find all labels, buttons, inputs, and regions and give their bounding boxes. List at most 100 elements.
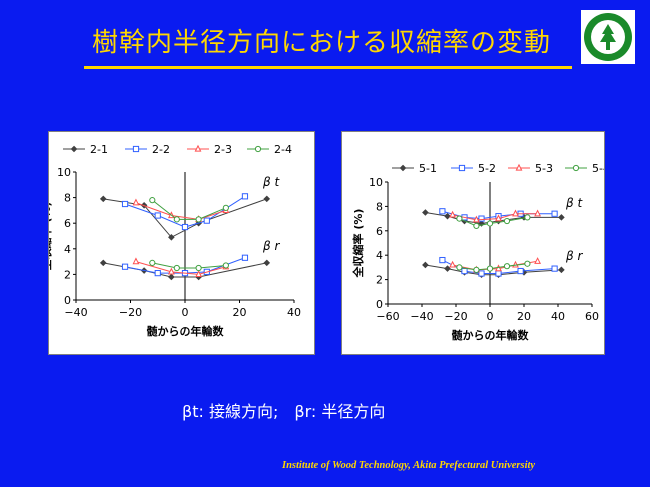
y-tick-label: 10 bbox=[57, 166, 71, 179]
data-point-2-2-bt bbox=[154, 212, 161, 219]
data-point-5-3-br bbox=[534, 257, 542, 264]
data-point-5-3-bt bbox=[512, 209, 519, 217]
data-point-2-3-br bbox=[167, 267, 175, 275]
annotation-beta-r: β r bbox=[262, 239, 280, 253]
x-tick-label: 40 bbox=[551, 310, 565, 323]
data-point-5-4-br bbox=[503, 263, 511, 270]
data-point-2-4-bt bbox=[195, 216, 202, 223]
data-point-2-1-bt bbox=[99, 195, 107, 203]
data-point-5-4-bt bbox=[503, 217, 511, 225]
x-tick-label: 40 bbox=[287, 306, 301, 319]
legend-label-2-1: 2-1 bbox=[90, 143, 108, 156]
data-point-2-4-bt bbox=[222, 204, 229, 211]
x-tick-label: 0 bbox=[487, 310, 494, 323]
data-point-2-4-br bbox=[149, 259, 156, 266]
y-tick-label: 8 bbox=[376, 200, 383, 213]
data-point-5-4-bt bbox=[456, 215, 463, 222]
x-tick-label: −20 bbox=[119, 306, 142, 319]
series-5-4-br bbox=[456, 260, 531, 273]
x-tick-label: 60 bbox=[585, 310, 599, 323]
data-point-5-4-bt bbox=[524, 214, 531, 221]
data-point-2-2-bt bbox=[181, 223, 189, 231]
data-point-2-2-bt bbox=[121, 200, 129, 208]
x-tick-label: 0 bbox=[182, 306, 189, 319]
data-point-5-3-br bbox=[495, 264, 502, 272]
data-point-2-1-br bbox=[99, 259, 107, 267]
legend-marker-5-1 bbox=[399, 164, 407, 172]
data-point-5-2-br bbox=[495, 270, 502, 277]
series-line-2-3-br bbox=[135, 261, 227, 275]
x-tick-label: 20 bbox=[233, 306, 247, 319]
legend-label-2-2: 2-2 bbox=[152, 143, 170, 156]
y-tick-label: 6 bbox=[64, 217, 71, 230]
data-point-5-1-br bbox=[558, 266, 565, 274]
university-logo bbox=[580, 9, 636, 65]
data-point-2-3-br bbox=[132, 257, 140, 265]
chart-shrinkage-5: 5-1 5-2 5-3 5-4 0 2 4 6 8 10 −60 −40 −20 0 20 40 60 髄からの年… bbox=[341, 131, 605, 355]
y-tick-label: 8 bbox=[64, 192, 71, 205]
data-point-5-2-br bbox=[439, 256, 446, 264]
data-point-5-3-bt bbox=[449, 210, 457, 218]
x-tick-label: 20 bbox=[517, 310, 531, 323]
legend-marker-5-4 bbox=[572, 164, 580, 172]
annotation-beta-t: β t bbox=[565, 196, 583, 210]
legend-marker-2-3 bbox=[194, 144, 202, 152]
data-point-5-4-bt bbox=[486, 220, 494, 227]
data-point-2-4-br bbox=[195, 264, 202, 272]
data-point-2-4-br bbox=[173, 264, 180, 272]
annotation-beta-r: β r bbox=[565, 249, 583, 263]
data-point-2-2-bt bbox=[241, 193, 249, 200]
series-5-4-bt bbox=[456, 214, 531, 230]
annotation-beta-t: β t bbox=[262, 175, 280, 189]
y-tick-label: 0 bbox=[64, 294, 71, 307]
series-5-3-bt bbox=[449, 209, 542, 223]
data-point-2-2-bt bbox=[203, 217, 210, 224]
series-line-2-4-bt bbox=[151, 199, 227, 220]
data-point-5-4-br bbox=[456, 264, 463, 271]
x-tick-label: −60 bbox=[376, 310, 399, 323]
legend-label-5-2: 5-2 bbox=[478, 162, 496, 175]
data-point-5-2-br bbox=[461, 267, 468, 275]
data-point-5-3-bt bbox=[472, 215, 480, 223]
y-axis-label: 全収縮率 (%) bbox=[49, 202, 53, 272]
legend-marker-2-2 bbox=[132, 145, 140, 153]
legend-label-5-3: 5-3 bbox=[535, 162, 553, 175]
data-point-5-2-bt bbox=[478, 215, 485, 222]
data-point-5-2-br bbox=[478, 270, 485, 277]
legend-marker-5-2 bbox=[458, 164, 466, 172]
data-point-5-4-br bbox=[473, 266, 480, 273]
data-point-2-4-br bbox=[222, 262, 229, 269]
data-point-2-1-br bbox=[168, 273, 175, 281]
series-2-3-bt bbox=[132, 198, 230, 222]
data-point-5-1-br bbox=[422, 261, 429, 269]
x-tick-label: −20 bbox=[444, 310, 467, 323]
data-point-5-3-br bbox=[449, 260, 457, 268]
legend-marker-5-3 bbox=[515, 163, 523, 171]
data-point-5-1-bt bbox=[422, 209, 429, 216]
data-point-5-1-bt bbox=[444, 212, 451, 220]
data-point-5-3-bt bbox=[534, 209, 542, 217]
data-point-5-4-bt bbox=[473, 222, 480, 230]
legend-marker-2-4 bbox=[254, 145, 262, 153]
data-point-2-3-br bbox=[195, 270, 203, 277]
series-2-4-bt bbox=[149, 197, 229, 223]
data-point-2-2-br bbox=[241, 254, 249, 261]
data-point-5-4-br bbox=[486, 265, 494, 272]
data-point-2-4-bt bbox=[149, 197, 156, 204]
y-tick-label: 2 bbox=[376, 274, 383, 287]
data-point-2-1-bt bbox=[168, 233, 175, 241]
y-tick-label: 10 bbox=[369, 176, 383, 189]
data-point-2-1-br bbox=[263, 259, 271, 267]
legend: 2-1 2-2 2-3 2-4 bbox=[63, 143, 292, 156]
data-point-5-2-bt bbox=[551, 210, 558, 217]
legend: 5-1 5-2 5-3 5-4 bbox=[392, 162, 604, 175]
legend-label-2-3: 2-3 bbox=[214, 143, 232, 156]
caption-legend: βt: 接線方向; βr: 半径方向 bbox=[182, 402, 386, 421]
legend-label-5-4: 5-4 bbox=[592, 162, 604, 175]
x-axis-label: 髄からの年輪数 bbox=[147, 324, 225, 338]
chart-svg-2: 2-1 2-2 2-3 2-4 0 2 4 6 8 10 −40 −20 0 20 40 髄からの年輪数 全収縮… bbox=[49, 143, 301, 338]
data-point-2-1-bt bbox=[263, 195, 271, 203]
data-point-5-2-br bbox=[551, 265, 558, 272]
y-tick-label: 0 bbox=[376, 298, 383, 311]
chart-svg-5: 5-1 5-2 5-3 5-4 0 2 4 6 8 10 −60 −40 −20 0 20 40 60 髄からの年… bbox=[351, 162, 604, 342]
